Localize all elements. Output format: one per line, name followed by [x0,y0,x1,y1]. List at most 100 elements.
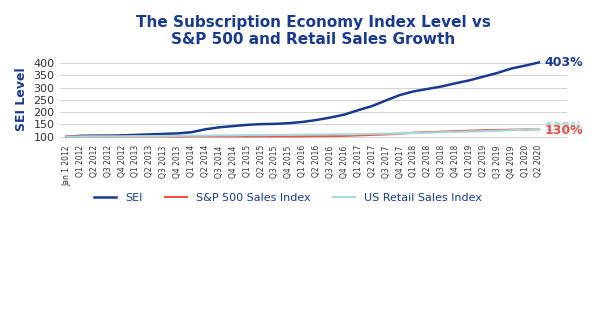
US Retail Sales Index [424,131,431,135]
SEI [202,127,209,131]
SEI [521,64,529,68]
SEI [244,123,251,127]
SEI [341,112,348,116]
SEI [480,75,487,78]
SEI [216,125,223,129]
S&P 500 Sales Index [299,134,307,138]
S&P 500 Sales Index [494,128,501,132]
S&P 500 Sales Index [257,134,265,138]
US Retail Sales Index [313,133,320,137]
SEI [424,87,431,91]
SEI [230,124,237,128]
SEI [313,118,320,122]
S&P 500 Sales Index [466,129,473,133]
S&P 500 Sales Index [383,132,390,136]
US Retail Sales Index [257,133,265,137]
S&P 500 Sales Index [77,134,84,138]
SEI [452,81,459,85]
S&P 500 Sales Index [160,134,167,138]
S&P 500 Sales Index [424,130,431,134]
US Retail Sales Index [327,132,334,136]
US Retail Sales Index [480,129,487,133]
US Retail Sales Index [285,133,292,137]
US Retail Sales Index [438,130,445,134]
S&P 500 Sales Index [521,128,529,131]
S&P 500 Sales Index [438,130,445,134]
S&P 500 Sales Index [285,134,292,138]
SEI [63,135,70,139]
S&P 500 Sales Index [397,132,404,136]
US Retail Sales Index [341,132,348,136]
Line: S&P 500 Sales Index: S&P 500 Sales Index [67,129,539,137]
US Retail Sales Index [535,127,542,131]
SEI [118,133,125,137]
S&P 500 Sales Index [480,128,487,132]
SEI [91,134,98,138]
Line: US Retail Sales Index: US Retail Sales Index [67,129,539,137]
S&P 500 Sales Index [118,134,125,138]
S&P 500 Sales Index [91,134,98,138]
US Retail Sales Index [63,135,70,139]
US Retail Sales Index [271,133,278,137]
US Retail Sales Index [174,134,181,138]
S&P 500 Sales Index [368,133,376,137]
S&P 500 Sales Index [244,134,251,138]
SEI [383,98,390,102]
S&P 500 Sales Index [63,135,70,139]
US Retail Sales Index [299,133,307,137]
Text: 403%: 403% [545,56,583,69]
US Retail Sales Index [494,129,501,133]
SEI [327,115,334,119]
Y-axis label: SEI Level: SEI Level [15,67,28,131]
Title: The Subscription Economy Index Level vs
S&P 500 and Retail Sales Growth: The Subscription Economy Index Level vs … [136,15,491,47]
Legend: SEI, S&P 500 Sales Index, US Retail Sales Index: SEI, S&P 500 Sales Index, US Retail Sale… [89,188,486,207]
US Retail Sales Index [188,134,195,138]
S&P 500 Sales Index [216,134,223,138]
US Retail Sales Index [397,131,404,135]
US Retail Sales Index [368,132,376,136]
SEI [355,108,362,112]
SEI [133,133,140,137]
Line: SEI: SEI [67,62,539,137]
SEI [410,89,418,93]
US Retail Sales Index [77,135,84,139]
US Retail Sales Index [452,130,459,134]
S&P 500 Sales Index [230,134,237,138]
SEI [77,134,84,138]
SEI [466,78,473,82]
S&P 500 Sales Index [133,134,140,138]
S&P 500 Sales Index [188,134,195,138]
US Retail Sales Index [230,133,237,137]
SEI [188,130,195,134]
S&P 500 Sales Index [202,134,209,138]
SEI [160,132,167,136]
SEI [299,120,307,124]
US Retail Sales Index [383,132,390,136]
US Retail Sales Index [216,133,223,137]
S&P 500 Sales Index [410,131,418,135]
S&P 500 Sales Index [104,135,112,139]
US Retail Sales Index [466,129,473,133]
S&P 500 Sales Index [146,134,154,138]
US Retail Sales Index [146,134,154,138]
US Retail Sales Index [521,128,529,132]
US Retail Sales Index [244,133,251,137]
SEI [104,134,112,138]
S&P 500 Sales Index [174,135,181,139]
SEI [397,93,404,97]
US Retail Sales Index [202,134,209,138]
US Retail Sales Index [133,134,140,138]
SEI [174,131,181,135]
S&P 500 Sales Index [327,134,334,138]
US Retail Sales Index [410,131,418,135]
S&P 500 Sales Index [271,134,278,138]
S&P 500 Sales Index [313,134,320,138]
Text: 130%: 130% [545,124,583,137]
SEI [146,132,154,136]
S&P 500 Sales Index [355,133,362,137]
SEI [271,122,278,126]
SEI [368,104,376,108]
Text: 132%: 132% [545,121,583,134]
S&P 500 Sales Index [452,129,459,133]
SEI [535,60,542,64]
